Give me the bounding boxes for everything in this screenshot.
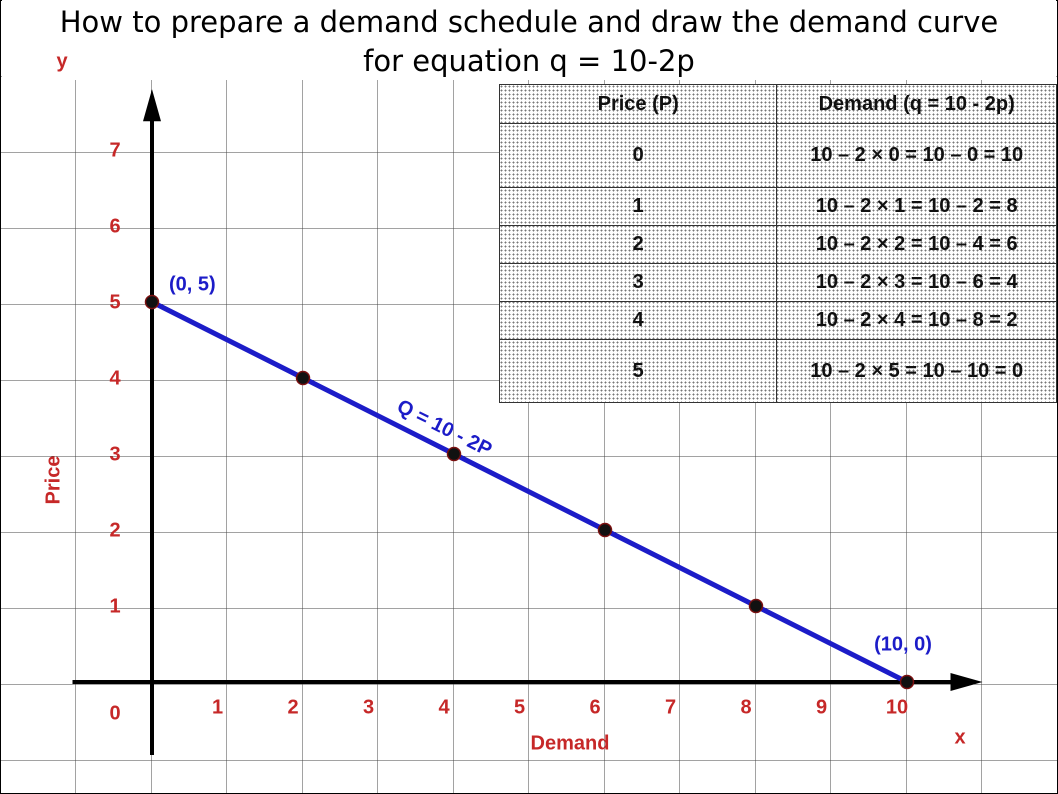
x-tick-label: 9 <box>816 696 827 718</box>
table-cell: 5 <box>498 339 778 403</box>
annotation: (0, 5) <box>169 273 216 295</box>
y-tick-label: 6 <box>109 215 120 237</box>
table-row: 1 10 – 2 × 1 = 10 – 2 = 8 <box>498 187 1057 226</box>
x-tick-label: 0 <box>109 702 120 724</box>
y-tick-label: 4 <box>109 367 121 389</box>
x-tick-label: 7 <box>665 696 676 718</box>
table-row: 3 10 – 2 × 3 = 10 – 6 = 4 <box>498 263 1057 302</box>
data-point <box>748 598 764 614</box>
data-point <box>597 522 613 538</box>
table-cell: 10 – 2 × 3 = 10 – 6 = 4 <box>776 263 1057 302</box>
y-axis-name: y <box>56 50 68 72</box>
y-tick-label: 5 <box>109 291 120 313</box>
table-cell: 10 – 2 × 0 = 10 – 0 = 10 <box>776 123 1057 188</box>
x-tick-label: 10 <box>886 696 908 718</box>
y-arrow <box>143 89 161 122</box>
annotation: (10, 0) <box>874 633 932 655</box>
title-bg <box>2 0 1056 80</box>
table-cell: 2 <box>498 225 778 264</box>
x-tick-label: 3 <box>363 696 374 718</box>
demand-line <box>150 299 909 685</box>
table-header: Price (P) Demand (q = 10 - 2p) <box>498 84 1057 124</box>
x-tick-label: 8 <box>740 696 751 718</box>
x-tick-label: 4 <box>438 696 450 718</box>
table-cell: 1 <box>498 187 778 226</box>
y-tick-label: 3 <box>109 443 120 465</box>
table-cell: 10 – 2 × 4 = 10 – 8 = 2 <box>776 301 1057 340</box>
y-tick-label: 2 <box>109 519 120 541</box>
table-cell: 4 <box>498 301 778 340</box>
x-tick-label: 6 <box>589 696 600 718</box>
table-cell: Price (P) <box>498 84 778 124</box>
data-point <box>446 446 462 462</box>
x-tick-label: 5 <box>514 696 525 718</box>
table-row: 2 10 – 2 × 2 = 10 – 4 = 6 <box>498 225 1057 264</box>
x-tick-label: 1 <box>212 696 223 718</box>
table-row: 0 10 – 2 × 0 = 10 – 0 = 10 <box>498 123 1057 188</box>
data-point <box>295 370 311 386</box>
table-cell: 10 – 2 × 2 = 10 – 4 = 6 <box>776 225 1057 264</box>
chart-title: How to prepare a demand schedule and dra… <box>60 5 998 39</box>
y-axis-label: Price <box>42 456 64 505</box>
data-point <box>899 674 915 690</box>
table-row: 5 10 – 2 × 5 = 10 – 10 = 0 <box>498 339 1057 403</box>
table-cell: 0 <box>498 123 778 188</box>
x-axis-label: Demand <box>531 732 610 754</box>
table-cell: 3 <box>498 263 778 302</box>
chart-title: for equation q = 10-2p <box>363 44 695 78</box>
table-row: 4 10 – 2 × 4 = 10 – 8 = 2 <box>498 301 1057 340</box>
y-tick-label: 7 <box>109 139 120 161</box>
x-tick-label: 2 <box>287 696 298 718</box>
y-tick-label: 1 <box>109 595 120 617</box>
demand-schedule: Price (P) Demand (q = 10 - 2p) 0 10 – 2 × 0… <box>498 84 1057 403</box>
data-point <box>144 294 160 310</box>
table-cell: Demand (q = 10 - 2p) <box>776 84 1057 124</box>
x-arrow <box>950 673 983 691</box>
x-axis-name: x <box>954 726 965 748</box>
table-cell: 10 – 2 × 5 = 10 – 10 = 0 <box>776 339 1057 403</box>
table-cell: 10 – 2 × 1 = 10 – 2 = 8 <box>776 187 1057 226</box>
